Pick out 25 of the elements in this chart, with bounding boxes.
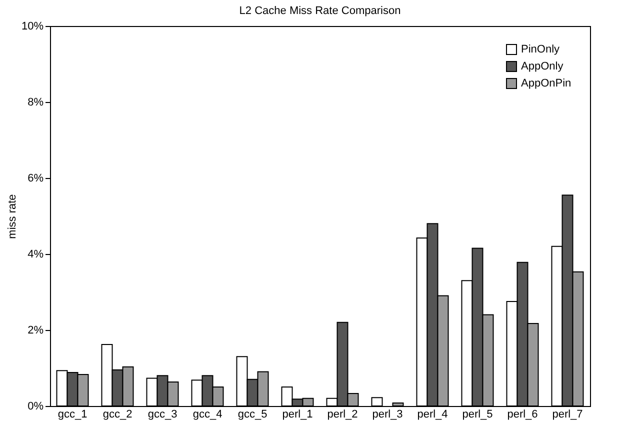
- y-tick-label: 4%: [28, 248, 44, 260]
- y-tick-label: 6%: [28, 172, 44, 184]
- x-tick-label: perl_4: [417, 408, 448, 420]
- x-tick-label: perl_6: [507, 408, 538, 420]
- legend-label: AppOnly: [521, 60, 564, 72]
- y-tick-label: 0%: [28, 400, 44, 412]
- y-tick-label: 10%: [21, 20, 44, 32]
- y-tick-label: 8%: [28, 96, 44, 108]
- bar: [371, 397, 383, 406]
- y-axis-title: miss rate: [6, 194, 18, 239]
- x-tick-label: perl_3: [372, 408, 403, 420]
- x-tick-label: perl_1: [282, 408, 313, 420]
- x-tick-label: perl_2: [327, 408, 358, 420]
- x-tick-label: gcc_3: [148, 408, 178, 420]
- x-tick-label: gcc_1: [58, 408, 88, 420]
- y-tick-label: 2%: [28, 324, 44, 336]
- x-tick-label: perl_5: [462, 408, 493, 420]
- x-tick-label: gcc_2: [102, 408, 132, 420]
- chart-title: L2 Cache Miss Rate Comparison: [239, 5, 401, 17]
- bar: [392, 402, 404, 406]
- x-tick-label: gcc_4: [192, 408, 222, 420]
- x-tick-label: perl_7: [552, 408, 583, 420]
- x-tick-label: gcc_5: [238, 408, 268, 420]
- legend-label: PinOnly: [521, 44, 560, 56]
- legend-label: AppOnPin: [521, 78, 572, 90]
